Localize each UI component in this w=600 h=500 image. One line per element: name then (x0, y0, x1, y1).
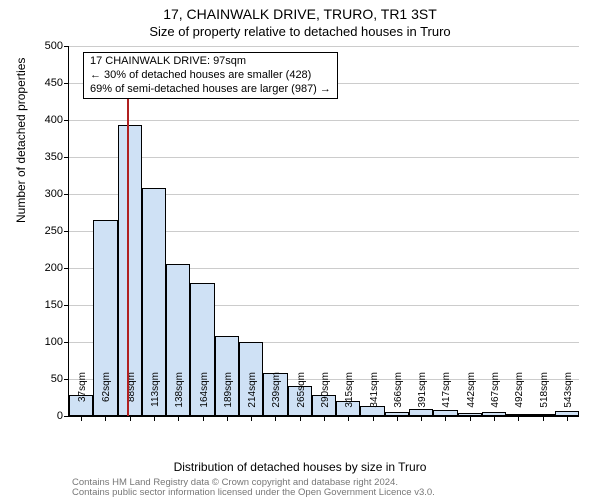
x-tick-label: 239sqm (271, 372, 282, 422)
x-tick-label: 37sqm (77, 372, 88, 422)
y-tick-label: 250 (45, 225, 69, 237)
reference-line (127, 52, 129, 416)
x-tick-label: 113sqm (150, 372, 161, 422)
annotation-line-3: 69% of semi-detached houses are larger (… (90, 83, 331, 97)
x-tick-label: 467sqm (490, 372, 501, 422)
x-tick-label: 138sqm (174, 372, 185, 422)
annotation-line-2: ← 30% of detached houses are smaller (42… (90, 69, 331, 83)
x-tick-label: 518sqm (539, 372, 550, 422)
x-tick-label: 290sqm (320, 372, 331, 422)
x-tick-label: 265sqm (296, 372, 307, 422)
y-tick-label: 400 (45, 114, 69, 126)
y-tick-label: 450 (45, 77, 69, 89)
grid-line (69, 157, 579, 158)
x-tick-label: 164sqm (199, 372, 210, 422)
x-tick-label: 543sqm (563, 372, 574, 422)
y-tick-label: 200 (45, 262, 69, 274)
x-tick-label: 341sqm (369, 372, 380, 422)
grid-line (69, 120, 579, 121)
x-tick-label: 366sqm (393, 372, 404, 422)
x-tick-label: 315sqm (344, 372, 355, 422)
grid-line (69, 46, 579, 47)
y-axis-title: Number of detached properties (14, 58, 28, 223)
y-tick-label: 350 (45, 151, 69, 163)
annotation-line-1: 17 CHAINWALK DRIVE: 97sqm (90, 55, 331, 69)
y-tick-label: 300 (45, 188, 69, 200)
credit-text: Contains HM Land Registry data © Crown c… (72, 478, 435, 497)
x-tick-label: 492sqm (514, 372, 525, 422)
y-tick-label: 50 (51, 373, 69, 385)
x-tick-label: 62sqm (101, 372, 112, 422)
annotation-box: 17 CHAINWALK DRIVE: 97sqm ← 30% of detac… (83, 52, 338, 99)
x-tick-label: 442sqm (466, 372, 477, 422)
x-tick-label: 417sqm (441, 372, 452, 422)
y-tick-label: 500 (45, 40, 69, 52)
y-tick-label: 100 (45, 336, 69, 348)
y-tick-label: 150 (45, 299, 69, 311)
x-tick-label: 391sqm (417, 372, 428, 422)
chart-plot-area: 05010015020025030035040045050037sqm62sqm… (68, 46, 579, 417)
x-axis-title: Distribution of detached houses by size … (0, 460, 600, 474)
credit-line-2: Contains public sector information licen… (72, 487, 435, 498)
chart-title-sub: Size of property relative to detached ho… (0, 24, 600, 39)
y-tick-label: 0 (57, 410, 69, 422)
chart-title-main: 17, CHAINWALK DRIVE, TRURO, TR1 3ST (0, 0, 600, 22)
x-tick-label: 214sqm (247, 372, 258, 422)
x-tick-label: 189sqm (223, 372, 234, 422)
